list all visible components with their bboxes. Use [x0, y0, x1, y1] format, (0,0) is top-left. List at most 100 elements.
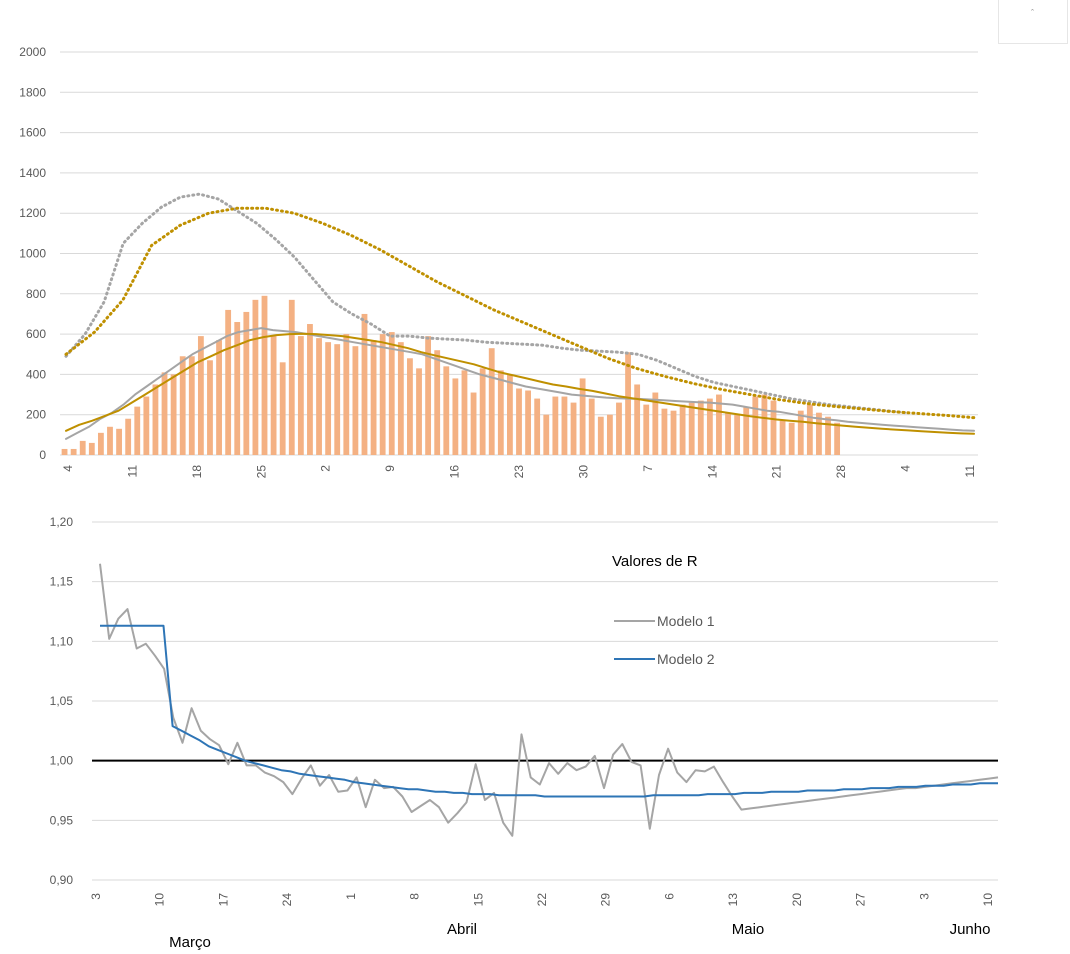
legend-label-modelo-2: Modelo 2 [657, 651, 715, 667]
daily-bar [370, 340, 377, 455]
month-label: Junho [950, 921, 991, 938]
bottom-x-tick-label: 17 [216, 893, 230, 907]
daily-bar [125, 418, 132, 455]
daily-bar [143, 396, 150, 455]
bottom-x-tick-label: 3 [917, 893, 931, 900]
daily-bar [279, 362, 286, 455]
daily-bar [697, 400, 704, 455]
daily-bar [525, 390, 531, 455]
daily-bar [107, 426, 113, 455]
top-x-tick-label: 23 [512, 465, 526, 479]
top-x-tick-label: 4 [899, 465, 913, 472]
bottom-y-tick-label: 1,00 [50, 754, 74, 768]
top-x-tick-label: 25 [254, 465, 268, 479]
top-series-line [65, 327, 975, 440]
top-x-tick-label: 18 [190, 465, 204, 479]
top-x-tick-label: 28 [834, 465, 848, 479]
top-x-tick-label: 30 [576, 465, 590, 479]
bottom-x-tick-label: 10 [153, 893, 167, 907]
bottom-x-tick-label: 22 [535, 893, 549, 907]
month-label: Abril [447, 921, 477, 938]
daily-bar [407, 358, 413, 455]
daily-bar [770, 400, 777, 455]
daily-bar [688, 402, 695, 455]
daily-bar [779, 420, 786, 455]
bottom-x-tick-label: 13 [726, 893, 740, 907]
top-x-tick-label: 7 [641, 465, 655, 472]
daily-bar [161, 372, 168, 455]
daily-bar [643, 404, 650, 455]
modelo-1-line [99, 563, 999, 837]
daily-bar [425, 336, 432, 455]
top-y-tick-label: 800 [26, 287, 46, 301]
modelo-2-line [100, 624, 998, 798]
top-y-tick-label: 1000 [19, 247, 46, 261]
daily-bar [416, 368, 422, 455]
daily-bar [634, 384, 641, 455]
daily-bar [743, 406, 750, 455]
daily-bar [170, 374, 177, 455]
daily-bar [570, 402, 577, 455]
daily-bar [288, 299, 295, 455]
daily-bar [625, 352, 631, 455]
bottom-y-tick-label: 1,10 [50, 634, 74, 648]
daily-bar [388, 332, 395, 455]
daily-bar [488, 348, 495, 455]
daily-bar [216, 340, 222, 455]
daily-bar [61, 448, 68, 455]
daily-bar [334, 344, 341, 455]
daily-bar [561, 396, 568, 455]
bottom-x-tick-label: 20 [790, 893, 804, 907]
bottom-x-tick-label: 29 [599, 893, 613, 907]
daily-bar [179, 356, 186, 455]
daily-bar [606, 414, 613, 455]
daily-bar [534, 398, 541, 455]
top-y-tick-label: 0 [39, 448, 46, 462]
daily-bar [507, 374, 513, 455]
bottom-chart: 0,90 0,95 1,00 1,05 1,10 1,15 1,20 3 10 17 24 1 8 15 2… [50, 515, 999, 951]
legend-label-modelo-1: Modelo 1 [657, 613, 715, 629]
top-y-tick-label: 1800 [19, 85, 46, 99]
month-label: Maio [732, 921, 765, 938]
bottom-x-tick-label: 10 [981, 893, 995, 907]
bottom-y-tick-label: 0,90 [50, 873, 74, 887]
daily-bar [516, 388, 522, 455]
daily-bar [307, 324, 313, 455]
daily-bar [97, 432, 104, 455]
daily-bar [543, 414, 550, 455]
daily-bar [479, 368, 486, 455]
daily-bar [297, 336, 304, 455]
daily-bar [652, 392, 659, 455]
bottom-y-tick-label: 1,05 [50, 694, 74, 708]
top-x-tick-label: 16 [448, 465, 462, 479]
top-y-tick-label: 1200 [19, 206, 46, 220]
daily-bar [134, 406, 141, 455]
daily-bar [79, 440, 86, 455]
bottom-x-tick-label: 27 [854, 893, 868, 907]
top-x-tick-label: 2 [319, 465, 333, 472]
daily-bar [825, 416, 831, 455]
bottom-x-tick-label: 3 [89, 893, 103, 900]
bottom-y-tick-label: 1,20 [50, 515, 74, 529]
daily-bar [497, 370, 504, 455]
daily-bar [197, 336, 204, 455]
daily-bar [397, 342, 404, 455]
daily-bar [588, 398, 595, 455]
daily-bar [343, 334, 350, 455]
bottom-y-tick-label: 1,15 [50, 575, 74, 589]
daily-bar [679, 404, 686, 455]
top-chart: 0 200 400 600 800 1000 1200 1400 1600 1800 2000 4 11… [19, 45, 978, 478]
daily-bar [316, 338, 322, 455]
top-x-tick-label: 11 [963, 465, 977, 478]
daily-bar [270, 336, 277, 455]
corner-legend-box: ˆ [998, 0, 1068, 44]
daily-bar [379, 334, 386, 455]
corner-box-glyph: ˆ [1031, 8, 1034, 18]
daily-bar [470, 392, 477, 455]
top-y-tick-label: 2000 [19, 45, 46, 59]
bottom-x-tick-label: 6 [662, 893, 676, 900]
daily-bar [325, 342, 332, 455]
top-series-line [64, 206, 976, 420]
top-y-tick-label: 1400 [19, 166, 46, 180]
